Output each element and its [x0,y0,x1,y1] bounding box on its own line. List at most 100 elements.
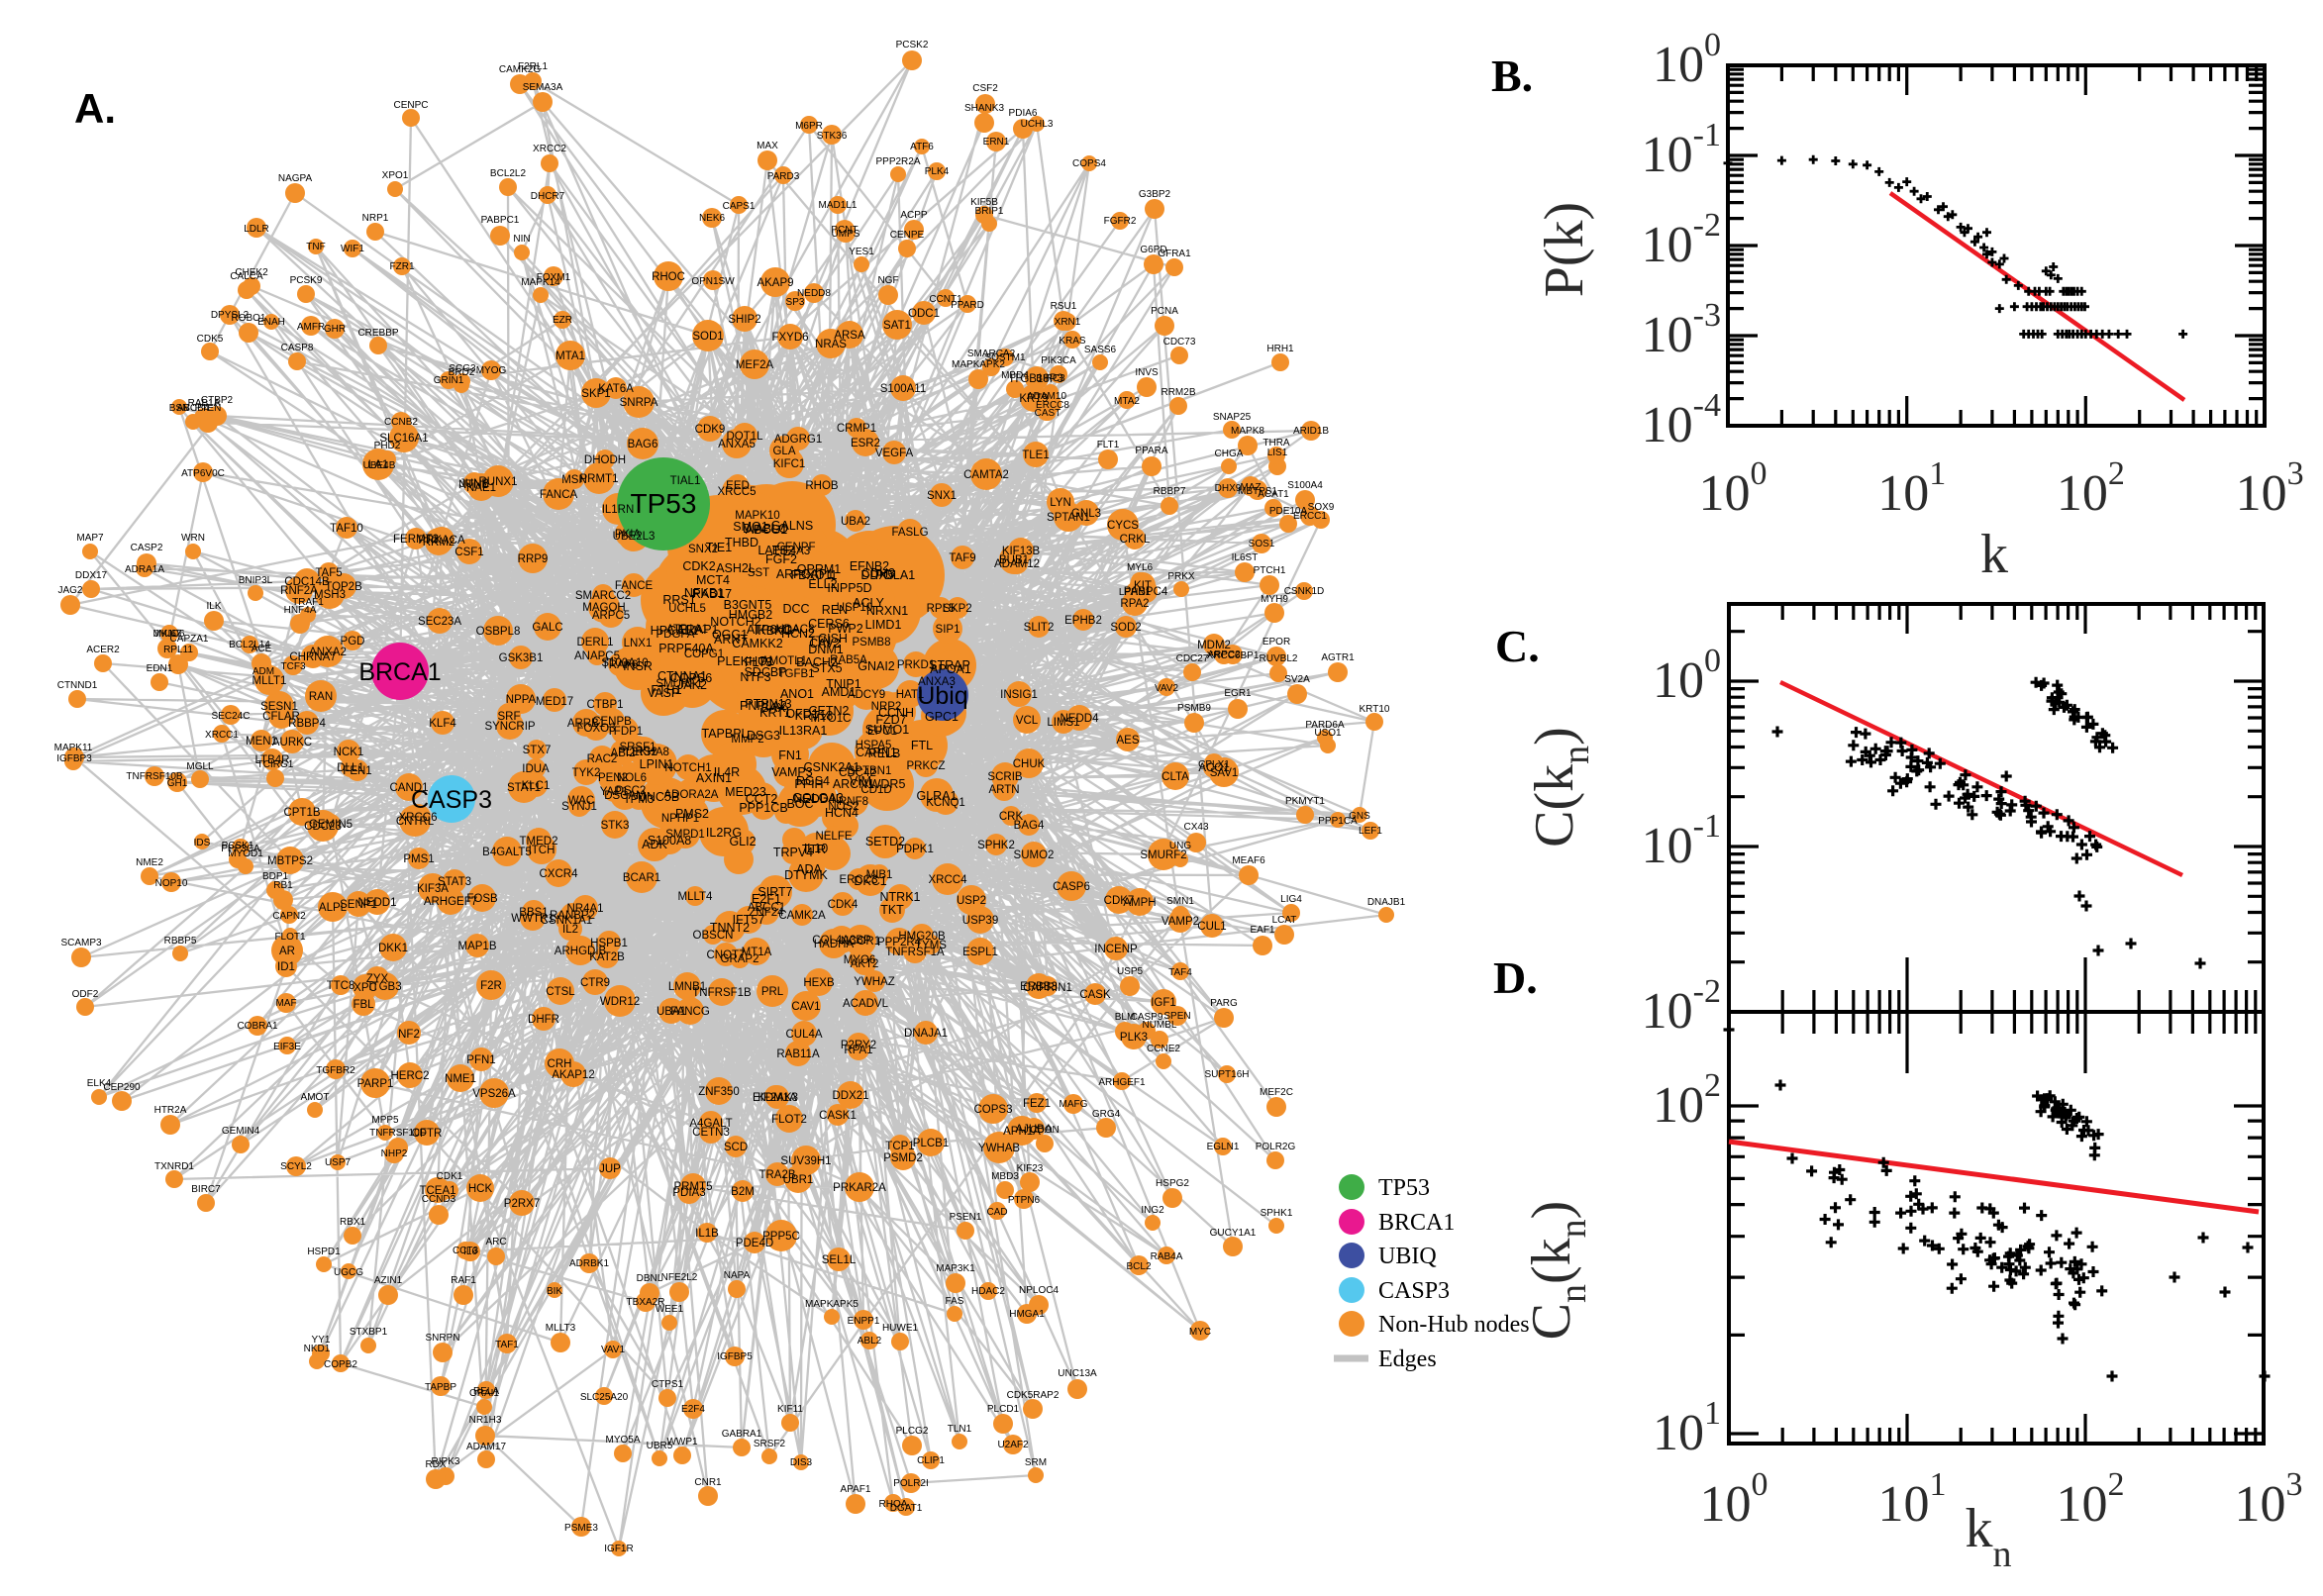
svg-text:GALNS: GALNS [771,519,813,533]
svg-text:HMGB2: HMGB2 [729,608,773,622]
svg-text:DHFR: DHFR [528,1014,559,1026]
svg-text:STRAP: STRAP [929,658,970,672]
svg-text:S100A10: S100A10 [601,657,648,669]
svg-text:UBR5: UBR5 [647,1441,673,1451]
svg-text:CRK: CRK [999,811,1024,823]
svg-text:VAV2: VAV2 [1155,683,1179,694]
svg-text:NCK1: NCK1 [334,747,364,758]
svg-text:TTC8: TTC8 [327,980,355,992]
svg-text:IL1RN: IL1RN [602,504,635,516]
svg-text:UBA2: UBA2 [841,516,870,528]
svg-text:IGF1: IGF1 [1151,997,1176,1009]
svg-text:CDK9: CDK9 [695,424,726,436]
svg-text:RNF2A: RNF2A [280,585,318,597]
svg-text:MLLT1: MLLT1 [252,675,287,687]
svg-text:RRM2B: RRM2B [1161,387,1195,398]
svg-text:PSMD2: PSMD2 [883,1152,923,1164]
svg-text:UGCG: UGCG [334,1267,363,1278]
svg-text:GHR: GHR [324,324,346,335]
svg-text:HCN4: HCN4 [825,806,858,820]
svg-text:GLI2: GLI2 [729,835,756,848]
svg-text:ATP6V0C: ATP6V0C [181,468,225,479]
svg-text:SYNJ1: SYNJ1 [561,801,597,813]
svg-text:NEDD4L: NEDD4L [793,792,842,806]
svg-text:GNAI2: GNAI2 [858,659,895,673]
svg-text:YWHAZ: YWHAZ [854,976,895,988]
svg-text:SETD2: SETD2 [865,835,905,848]
svg-text:FOXM1: FOXM1 [537,272,571,283]
svg-text:PPP5C: PPP5C [762,1231,800,1243]
svg-text:UMPS: UMPS [832,229,860,240]
svg-text:CAST: CAST [1035,408,1061,419]
svg-text:PPP1CB: PPP1CB [739,801,787,815]
svg-text:SEL1L: SEL1L [822,1254,857,1266]
svg-text:CFTR: CFTR [412,1128,443,1140]
svg-text:HTR2A: HTR2A [154,1105,187,1116]
svg-text:F2RL1: F2RL1 [518,61,548,72]
svg-text:KLC1: KLC1 [522,780,551,792]
svg-text:DDX21: DDX21 [832,1090,868,1102]
svg-text:CDON: CDON [1030,1125,1059,1136]
svg-text:RAB11A: RAB11A [776,1048,820,1060]
svg-text:NR1H3: NR1H3 [469,1415,502,1426]
svg-text:CDK7: CDK7 [1104,895,1135,907]
svg-text:UBE4B: UBE4B [363,460,396,471]
svg-text:PMS1: PMS1 [403,853,434,865]
svg-text:RIPK3: RIPK3 [432,1456,460,1467]
svg-text:SAV1: SAV1 [1210,767,1239,779]
svg-text:NELFE: NELFE [815,831,852,843]
svg-text:P2RX7: P2RX7 [504,1198,540,1210]
svg-text:HAT1: HAT1 [896,689,925,701]
svg-text:PCSK9: PCSK9 [290,275,323,286]
svg-text:NFKB1: NFKB1 [684,586,724,600]
svg-text:UBE2L3: UBE2L3 [613,531,656,543]
svg-text:100: 100 [1700,1466,1768,1533]
svg-text:NAGPA: NAGPA [278,173,313,184]
svg-text:MYO5A: MYO5A [605,1435,640,1446]
svg-text:XRCC6: XRCC6 [399,812,438,824]
svg-text:BAG6: BAG6 [628,439,658,450]
svg-text:101: 101 [1653,1395,1721,1461]
svg-text:HSPG2: HSPG2 [1156,1178,1189,1189]
svg-text:MAP1B: MAP1B [458,941,497,952]
svg-text:EPOR: EPOR [1262,637,1290,648]
svg-text:STX5: STX5 [811,661,842,675]
svg-text:STAT3: STAT3 [438,876,471,888]
svg-text:CTPS1: CTPS1 [652,1379,684,1390]
svg-text:SMN1: SMN1 [1166,896,1194,907]
svg-text:CHUK: CHUK [1013,758,1046,770]
svg-text:103: 103 [2236,455,2304,522]
svg-text:SNX1: SNX1 [927,490,957,502]
svg-text:RPL11: RPL11 [163,645,193,655]
svg-text:TTN: TTN [809,636,831,648]
svg-text:RAF1: RAF1 [451,1275,476,1286]
svg-text:SNAP25: SNAP25 [1213,412,1252,423]
svg-text:NME2: NME2 [136,857,163,868]
svg-text:TRPV4: TRPV4 [773,846,813,859]
svg-text:MMP2: MMP2 [731,734,763,746]
svg-text:LPIN1: LPIN1 [640,757,674,771]
svg-text:ARID1B: ARID1B [1293,426,1329,437]
svg-text:NR4A1: NR4A1 [566,903,603,915]
svg-text:SNRPN: SNRPN [425,1333,459,1344]
svg-text:AMOTL1: AMOTL1 [761,655,807,667]
svg-text:AURKC: AURKC [272,737,312,748]
svg-text:SPHK2: SPHK2 [977,840,1015,851]
svg-text:NFE2L2: NFE2L2 [661,1272,698,1283]
svg-text:ABCB4: ABCB4 [177,403,210,414]
svg-text:UBR1: UBR1 [783,1174,814,1186]
svg-text:TCIRG1: TCIRG1 [257,759,294,770]
svg-text:CRKL: CRKL [1120,534,1151,546]
svg-text:TOP2B: TOP2B [325,581,362,593]
svg-text:AZIN1: AZIN1 [374,1275,403,1286]
svg-text:PGD: PGD [341,636,365,648]
svg-text:SMG1: SMG1 [733,520,767,534]
svg-text:MAZ: MAZ [1240,482,1261,493]
svg-text:SPTBN1: SPTBN1 [848,765,892,777]
svg-text:CASP8: CASP8 [281,343,314,353]
svg-text:AMD1: AMD1 [822,685,857,699]
svg-text:SEC23A: SEC23A [418,616,461,628]
svg-text:MLLT4: MLLT4 [678,891,714,903]
svg-text:Edges: Edges [1378,1347,1437,1372]
svg-text:PARD3: PARD3 [767,171,800,182]
